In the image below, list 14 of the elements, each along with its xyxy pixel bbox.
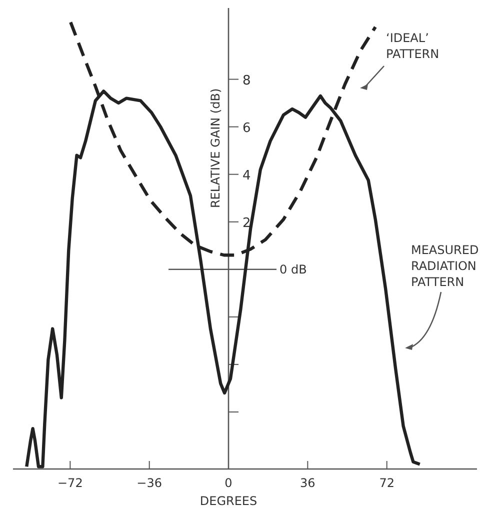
y-tick-label: 4 bbox=[242, 168, 251, 184]
x-tick-label: 0 bbox=[224, 476, 232, 490]
annotation: MEASURED RADIATION PATTERN bbox=[411, 243, 479, 289]
x-axis-title: DEGREES bbox=[200, 494, 258, 508]
annotation: ‘IDEAL’ PATTERN bbox=[386, 31, 440, 61]
x-tick-label: −36 bbox=[136, 476, 162, 490]
x-tick-label: 36 bbox=[300, 476, 316, 490]
x-tick-label: −72 bbox=[58, 476, 83, 490]
x-tick-label: 72 bbox=[379, 476, 394, 490]
y-axis-title: RELATIVE GAIN (dB) bbox=[208, 88, 223, 208]
ref-line-label: 0 dB bbox=[280, 262, 307, 276]
y-tick-label: 2 bbox=[242, 216, 251, 231]
y-tick-label: 6 bbox=[242, 120, 251, 136]
y-tick-label: 8 bbox=[242, 73, 251, 88]
